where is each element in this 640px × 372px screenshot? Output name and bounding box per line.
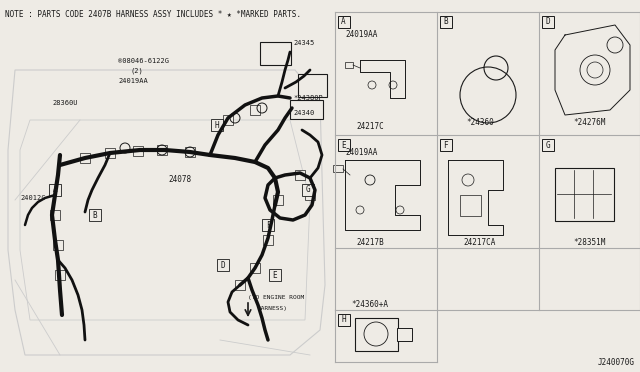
FancyBboxPatch shape xyxy=(262,219,275,231)
FancyBboxPatch shape xyxy=(217,259,229,271)
Text: F: F xyxy=(443,141,448,150)
Text: ®08046-6122G: ®08046-6122G xyxy=(118,58,169,64)
Text: *28351M: *28351M xyxy=(574,238,606,247)
FancyBboxPatch shape xyxy=(397,327,412,340)
FancyBboxPatch shape xyxy=(333,165,343,172)
FancyBboxPatch shape xyxy=(269,269,282,281)
Text: H: H xyxy=(341,315,346,324)
FancyBboxPatch shape xyxy=(541,138,554,151)
Text: (TO ENGINE ROOM: (TO ENGINE ROOM xyxy=(248,295,304,300)
FancyBboxPatch shape xyxy=(89,209,101,221)
FancyBboxPatch shape xyxy=(337,314,349,326)
FancyBboxPatch shape xyxy=(50,210,60,220)
FancyBboxPatch shape xyxy=(460,195,481,215)
FancyBboxPatch shape xyxy=(289,99,323,119)
FancyBboxPatch shape xyxy=(440,16,451,28)
Text: *24380P: *24380P xyxy=(293,95,323,101)
Text: D: D xyxy=(221,260,225,269)
Text: G: G xyxy=(545,141,550,150)
Text: HARNESS): HARNESS) xyxy=(258,306,288,311)
FancyBboxPatch shape xyxy=(554,167,614,221)
FancyBboxPatch shape xyxy=(250,263,260,273)
FancyBboxPatch shape xyxy=(185,147,195,157)
FancyBboxPatch shape xyxy=(132,146,143,156)
Text: 24217C: 24217C xyxy=(356,122,384,131)
FancyBboxPatch shape xyxy=(355,317,397,350)
FancyBboxPatch shape xyxy=(273,195,284,205)
Text: F: F xyxy=(266,221,270,230)
FancyBboxPatch shape xyxy=(259,42,291,64)
FancyBboxPatch shape xyxy=(440,138,451,151)
Text: E: E xyxy=(273,270,277,279)
Text: D: D xyxy=(545,17,550,26)
FancyBboxPatch shape xyxy=(301,184,314,196)
Text: (2): (2) xyxy=(130,68,143,74)
Text: 24019AA: 24019AA xyxy=(345,148,378,157)
Text: 24019AA: 24019AA xyxy=(118,78,148,84)
Text: 24217CA: 24217CA xyxy=(464,238,496,247)
FancyBboxPatch shape xyxy=(157,145,167,155)
FancyBboxPatch shape xyxy=(298,74,326,96)
Text: *24360: *24360 xyxy=(466,118,494,127)
Text: B: B xyxy=(443,17,448,26)
Text: A: A xyxy=(341,17,346,26)
FancyBboxPatch shape xyxy=(250,105,260,115)
FancyBboxPatch shape xyxy=(235,280,245,290)
FancyBboxPatch shape xyxy=(294,170,305,180)
Text: G: G xyxy=(306,186,310,195)
Text: A: A xyxy=(52,186,58,195)
Text: 24340: 24340 xyxy=(293,110,314,116)
FancyBboxPatch shape xyxy=(54,270,65,280)
FancyBboxPatch shape xyxy=(80,153,90,163)
FancyBboxPatch shape xyxy=(211,119,223,131)
FancyBboxPatch shape xyxy=(49,184,61,196)
Text: H: H xyxy=(214,121,220,129)
FancyBboxPatch shape xyxy=(262,235,273,245)
FancyBboxPatch shape xyxy=(105,148,115,158)
Text: 28360U: 28360U xyxy=(52,100,77,106)
Text: 24019AA: 24019AA xyxy=(345,30,378,39)
FancyBboxPatch shape xyxy=(305,190,316,200)
Text: 24217B: 24217B xyxy=(356,238,384,247)
Text: 24012C: 24012C xyxy=(20,195,45,201)
Text: 24078: 24078 xyxy=(168,175,191,184)
Text: J240070G: J240070G xyxy=(598,358,635,367)
Text: *24276M: *24276M xyxy=(574,118,606,127)
Text: NOTE : PARTS CODE 2407B HARNESS ASSY INCLUDES * ★ *MARKED PARTS.: NOTE : PARTS CODE 2407B HARNESS ASSY INC… xyxy=(5,10,301,19)
FancyBboxPatch shape xyxy=(52,240,63,250)
FancyBboxPatch shape xyxy=(337,16,349,28)
FancyBboxPatch shape xyxy=(337,138,349,151)
Text: E: E xyxy=(341,141,346,150)
Text: *24360+A: *24360+A xyxy=(351,300,388,309)
Text: B: B xyxy=(93,211,97,219)
FancyBboxPatch shape xyxy=(345,62,353,68)
FancyBboxPatch shape xyxy=(541,16,554,28)
FancyBboxPatch shape xyxy=(223,115,234,125)
Text: 24345: 24345 xyxy=(293,40,314,46)
